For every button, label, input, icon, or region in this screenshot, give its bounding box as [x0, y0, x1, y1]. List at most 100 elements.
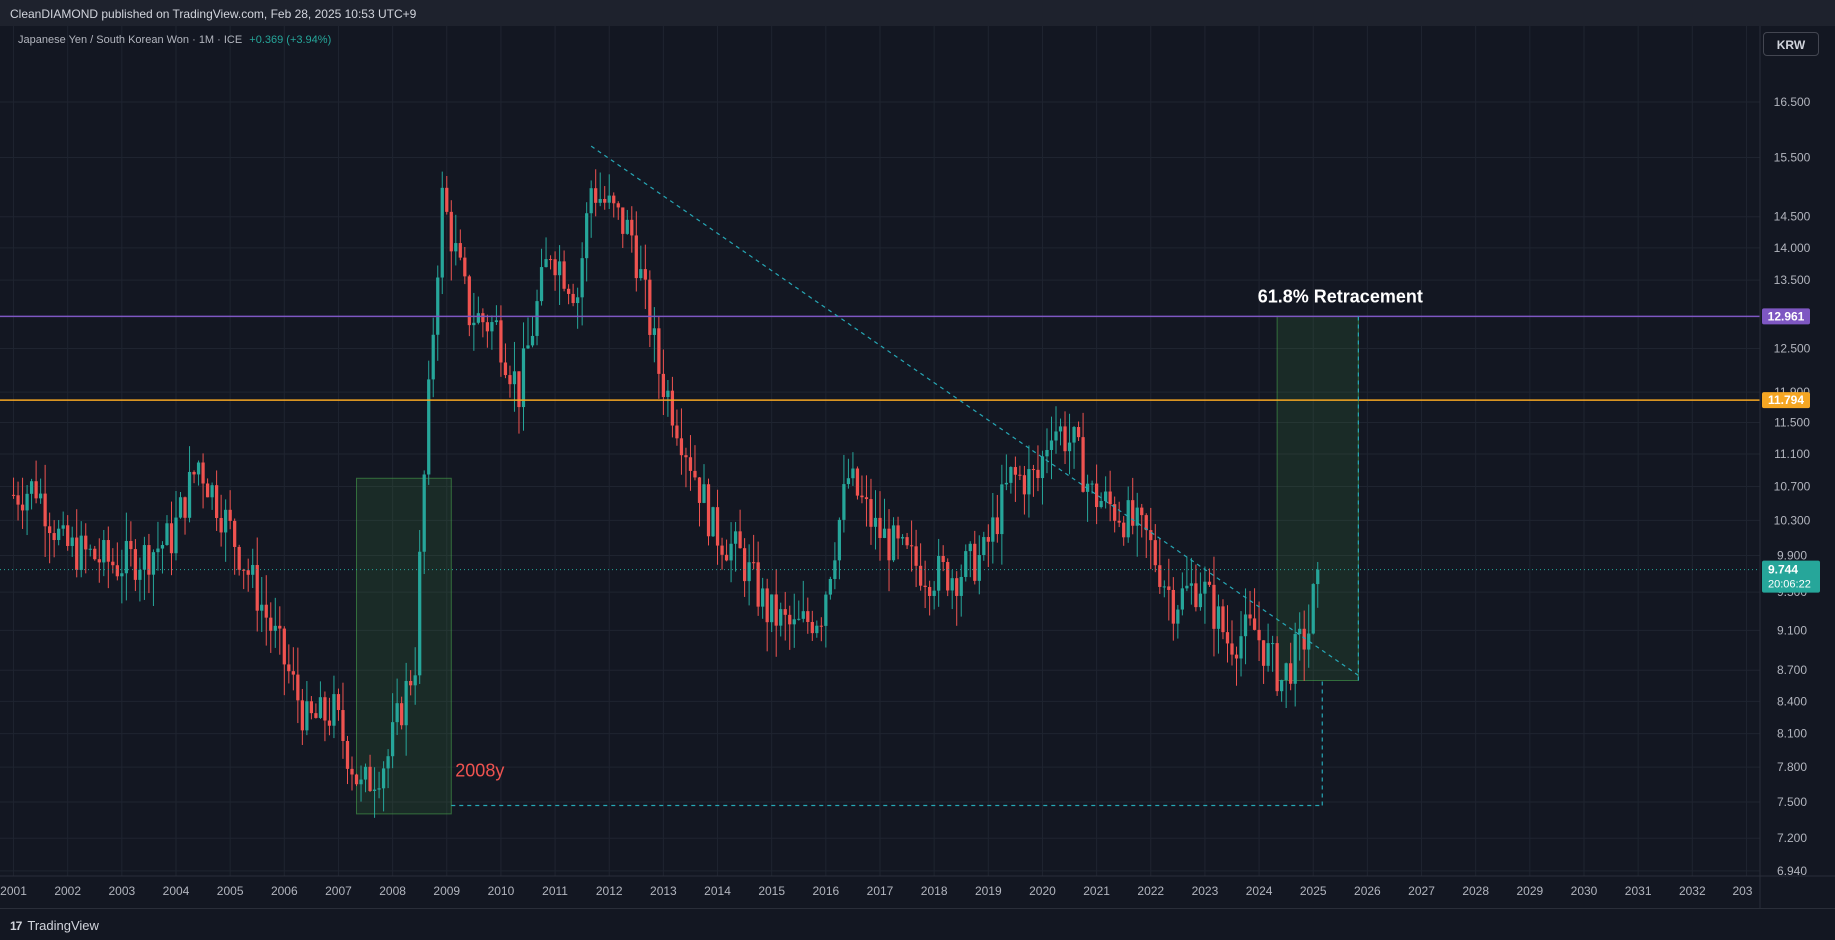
candle-body	[1311, 584, 1315, 634]
candle-body	[941, 555, 945, 563]
y-tick-label: 9.100	[1777, 623, 1807, 637]
x-tick-label: 2003	[108, 884, 135, 898]
candle-body	[770, 594, 774, 623]
candle-body	[490, 322, 494, 332]
candle-body	[381, 768, 386, 789]
candle-body	[264, 604, 268, 618]
candle-body	[1058, 426, 1063, 432]
highlight-boxes	[356, 315, 1359, 815]
candle-body	[1185, 585, 1189, 589]
candle-body	[233, 520, 237, 547]
candle-body	[165, 523, 169, 546]
y-tick-label: 11.500	[1774, 416, 1810, 430]
candle-body	[837, 519, 842, 561]
candle-body	[1239, 636, 1243, 659]
candle-body	[851, 468, 855, 479]
candle-body	[1049, 440, 1054, 450]
candle-body	[20, 504, 25, 511]
y-tick-label: 8.100	[1777, 727, 1807, 741]
candle-body	[1009, 467, 1013, 483]
x-tick-label: 2007	[325, 884, 352, 898]
candle-body	[481, 313, 485, 323]
candle-body	[585, 213, 589, 259]
candle-body	[436, 277, 440, 335]
candle-body	[242, 569, 246, 571]
candle-body	[138, 569, 142, 580]
candle-body	[305, 701, 309, 731]
candle-body	[84, 535, 88, 550]
candle-body	[214, 485, 219, 518]
tradingview-logo[interactable]: 17 TradingView	[10, 918, 99, 933]
candle-body	[788, 614, 792, 625]
x-tick-label: 2004	[163, 884, 190, 898]
y-tick-label: 14.500	[1774, 210, 1811, 224]
x-tick-label: 2019	[975, 884, 1002, 898]
symbol-title: Japanese Yen / South Korean Won · 1M · I…	[18, 34, 243, 46]
candle-body	[1081, 437, 1085, 492]
x-tick-label: 2029	[1516, 884, 1543, 898]
last-price-tag	[1762, 560, 1820, 593]
candle-body	[1108, 491, 1112, 505]
candle-body	[88, 548, 92, 550]
candle-body	[738, 531, 742, 549]
candle-body	[918, 565, 923, 586]
chart-grid	[0, 26, 1760, 876]
candle-body	[341, 710, 345, 742]
candle-body	[756, 562, 760, 607]
x-tick-label: 2020	[1029, 884, 1056, 898]
candle-body	[467, 276, 471, 326]
candle-body	[1289, 663, 1293, 684]
candle-body	[607, 195, 611, 203]
candle-body	[196, 462, 201, 475]
candle-body	[1067, 442, 1072, 452]
y-tick-label: 11.100	[1774, 447, 1810, 461]
candle-body	[937, 555, 941, 591]
candle-body	[309, 701, 314, 714]
candle-body	[485, 322, 490, 332]
candle-body	[57, 528, 61, 541]
x-tick-label: 2021	[1083, 884, 1110, 898]
candle-body	[282, 628, 286, 665]
candle-body	[1216, 606, 1221, 629]
candle-body	[458, 243, 462, 258]
candle-body	[833, 560, 837, 579]
candle-body	[864, 497, 869, 500]
candle-body	[336, 694, 341, 711]
candle-body	[801, 611, 805, 619]
candle-body	[1298, 628, 1302, 635]
chart-area[interactable]: 61.8% Retracement 2008y 16.500 15.500 14.50…	[0, 26, 1835, 908]
candle-body	[1280, 680, 1284, 692]
candle-body	[711, 507, 715, 537]
candle-body	[1099, 501, 1103, 508]
candle-body	[792, 619, 796, 625]
candle-body	[354, 774, 359, 785]
candle-body	[873, 517, 878, 527]
countdown-label: 20:06:22	[1768, 579, 1811, 591]
x-tick-label: 2017	[867, 884, 894, 898]
candle-body	[643, 269, 647, 280]
candle-body	[1162, 586, 1166, 588]
candle-body	[724, 554, 729, 561]
publish-header: CleanDIAMOND published on TradingView.co…	[0, 0, 1835, 26]
x-tick-label: 2009	[433, 884, 460, 898]
candle-body	[219, 517, 223, 533]
candle-body	[11, 494, 16, 496]
y-tick-label: 14.000	[1774, 241, 1811, 255]
candle-body	[914, 546, 918, 566]
candle-body	[571, 293, 575, 304]
currency-button[interactable]: KRW	[1763, 32, 1819, 56]
candle-body	[106, 540, 110, 562]
x-tick-label: 2016	[812, 884, 839, 898]
y-tick-label: 15.500	[1774, 151, 1811, 165]
candle-body	[1104, 491, 1108, 502]
candle-body	[151, 552, 156, 575]
retracement-label: 61.8% Retracement	[1258, 286, 1423, 306]
symbol-legend: Japanese Yen / South Korean Won · 1M · I…	[18, 34, 331, 46]
y-tick-label: 7.500	[1777, 795, 1807, 809]
candle-body	[779, 609, 783, 626]
candle-body	[111, 561, 115, 566]
candle-body	[742, 548, 747, 582]
candle-body	[66, 525, 70, 546]
x-tick-label: 2008	[379, 884, 406, 898]
